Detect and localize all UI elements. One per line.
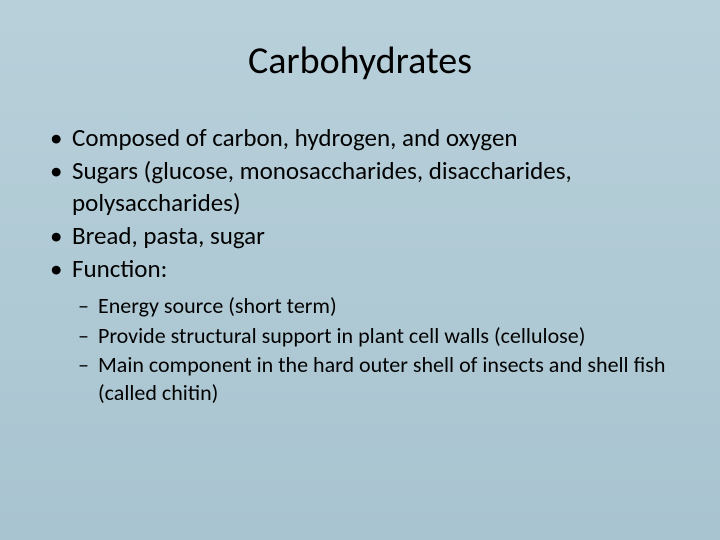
bullet-item: Bread, pasta, sugar — [50, 220, 680, 251]
bullet-item: Sugars (glucose, monosaccharides, disacc… — [50, 155, 680, 218]
slide-content: Composed of carbon, hydrogen, and oxygen… — [40, 122, 680, 406]
bullet-item: Function: — [50, 253, 680, 284]
sub-bullet-item: Main component in the hard outer shell o… — [50, 351, 680, 406]
slide-title: Carbohydrates — [40, 38, 680, 84]
sub-bullet-item: Provide structural support in plant cell… — [50, 322, 680, 350]
slide-container: Carbohydrates Composed of carbon, hydrog… — [0, 0, 720, 540]
bullet-list: Composed of carbon, hydrogen, and oxygen… — [50, 122, 680, 284]
bullet-item: Composed of carbon, hydrogen, and oxygen — [50, 122, 680, 153]
sub-bullet-item: Energy source (short term) — [50, 292, 680, 320]
sub-bullet-list: Energy source (short term) Provide struc… — [50, 292, 680, 406]
